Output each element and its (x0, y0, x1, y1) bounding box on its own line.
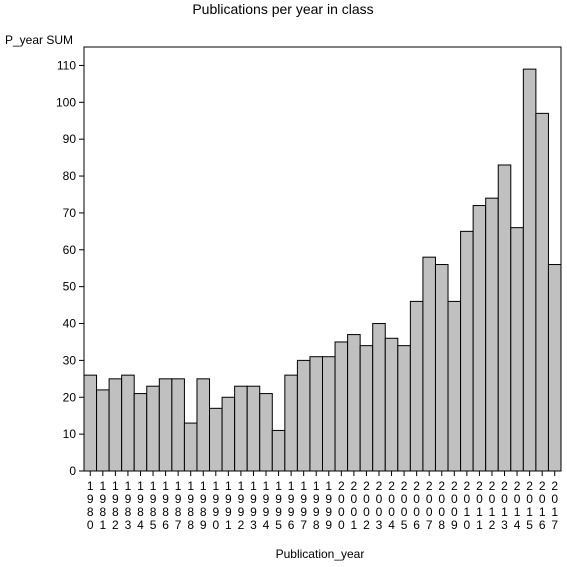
y-tick-label: 100 (56, 95, 76, 109)
bar (221, 396, 236, 472)
bar (271, 429, 286, 472)
bar (171, 378, 185, 472)
y-tick-label: 50 (63, 280, 77, 294)
bar (535, 112, 549, 472)
bar (384, 337, 399, 472)
bar (372, 323, 386, 472)
y-tick-label: 30 (63, 353, 77, 367)
bar (347, 334, 361, 472)
y-axis-label: P_year SUM (5, 33, 73, 47)
bar (284, 374, 298, 472)
y-tick-label: 110 (57, 58, 76, 72)
bar (434, 264, 449, 472)
bar (510, 227, 524, 472)
bar (359, 345, 374, 472)
y-tick-label: 20 (63, 390, 77, 404)
y-tick-label: 10 (63, 427, 77, 441)
bar (209, 407, 223, 472)
bar (485, 197, 499, 472)
y-tick-label: 90 (63, 132, 77, 146)
bar (121, 374, 135, 472)
bar (108, 378, 123, 472)
bar (146, 385, 160, 472)
bar (96, 389, 110, 472)
y-tick-label: 40 (63, 317, 77, 331)
bar (133, 393, 148, 472)
bar (409, 300, 424, 472)
y-tick-label: 80 (63, 169, 77, 183)
chart-title: Publications per year in class (192, 1, 373, 17)
x-axis-label: Publication_year (276, 547, 365, 561)
bar (196, 378, 211, 472)
bar (158, 378, 173, 472)
bar (83, 374, 98, 472)
bar (334, 341, 349, 472)
bar (246, 385, 261, 472)
bar (472, 205, 487, 472)
bar (447, 300, 462, 472)
bar (497, 164, 512, 472)
bar (522, 68, 537, 472)
bar (259, 393, 273, 472)
bar (460, 230, 474, 472)
bar (322, 356, 336, 472)
bar (422, 256, 436, 472)
bar (397, 345, 411, 472)
y-tick-label: 60 (63, 243, 77, 257)
bar (309, 356, 323, 472)
y-tick-label: 70 (63, 206, 77, 220)
y-tick-label: 0 (69, 464, 76, 478)
bar (296, 359, 311, 472)
bar (547, 264, 562, 472)
bar (234, 385, 248, 472)
bar (183, 422, 198, 472)
